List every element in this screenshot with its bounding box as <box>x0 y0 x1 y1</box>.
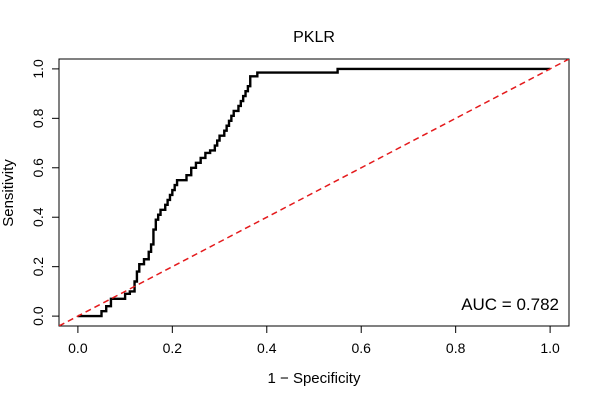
y-tick-label: 0.8 <box>30 108 46 128</box>
x-tick-label: 0.8 <box>446 340 466 356</box>
series-layer <box>59 59 569 326</box>
y-tick-label: 1.0 <box>30 59 46 79</box>
x-tick-label: 0.2 <box>163 340 183 356</box>
x-axis-label: 1 − Specificity <box>268 370 361 387</box>
y-tick-label: 0.6 <box>30 158 46 178</box>
roc-curve <box>77 67 551 318</box>
reference-diagonal-line <box>59 59 569 326</box>
auc-annotation: AUC = 0.782 <box>461 295 559 314</box>
x-tick-label: 0.4 <box>257 340 277 356</box>
chart-title: PKLR <box>293 29 335 46</box>
x-tick-label: 1.0 <box>540 340 560 356</box>
y-axis-label: Sensitivity <box>0 159 17 227</box>
x-tick-label: 0.0 <box>68 340 88 356</box>
x-tick-label: 0.6 <box>351 340 371 356</box>
y-tick-label: 0.4 <box>30 207 46 227</box>
y-axis: 0.0 0.2 0.4 0.6 0.8 1.0 <box>30 59 60 326</box>
y-tick-label: 0.0 <box>30 306 46 326</box>
y-tick-label: 0.2 <box>30 257 46 277</box>
x-axis: 0.0 0.2 0.4 0.6 0.8 1.0 <box>68 325 560 356</box>
